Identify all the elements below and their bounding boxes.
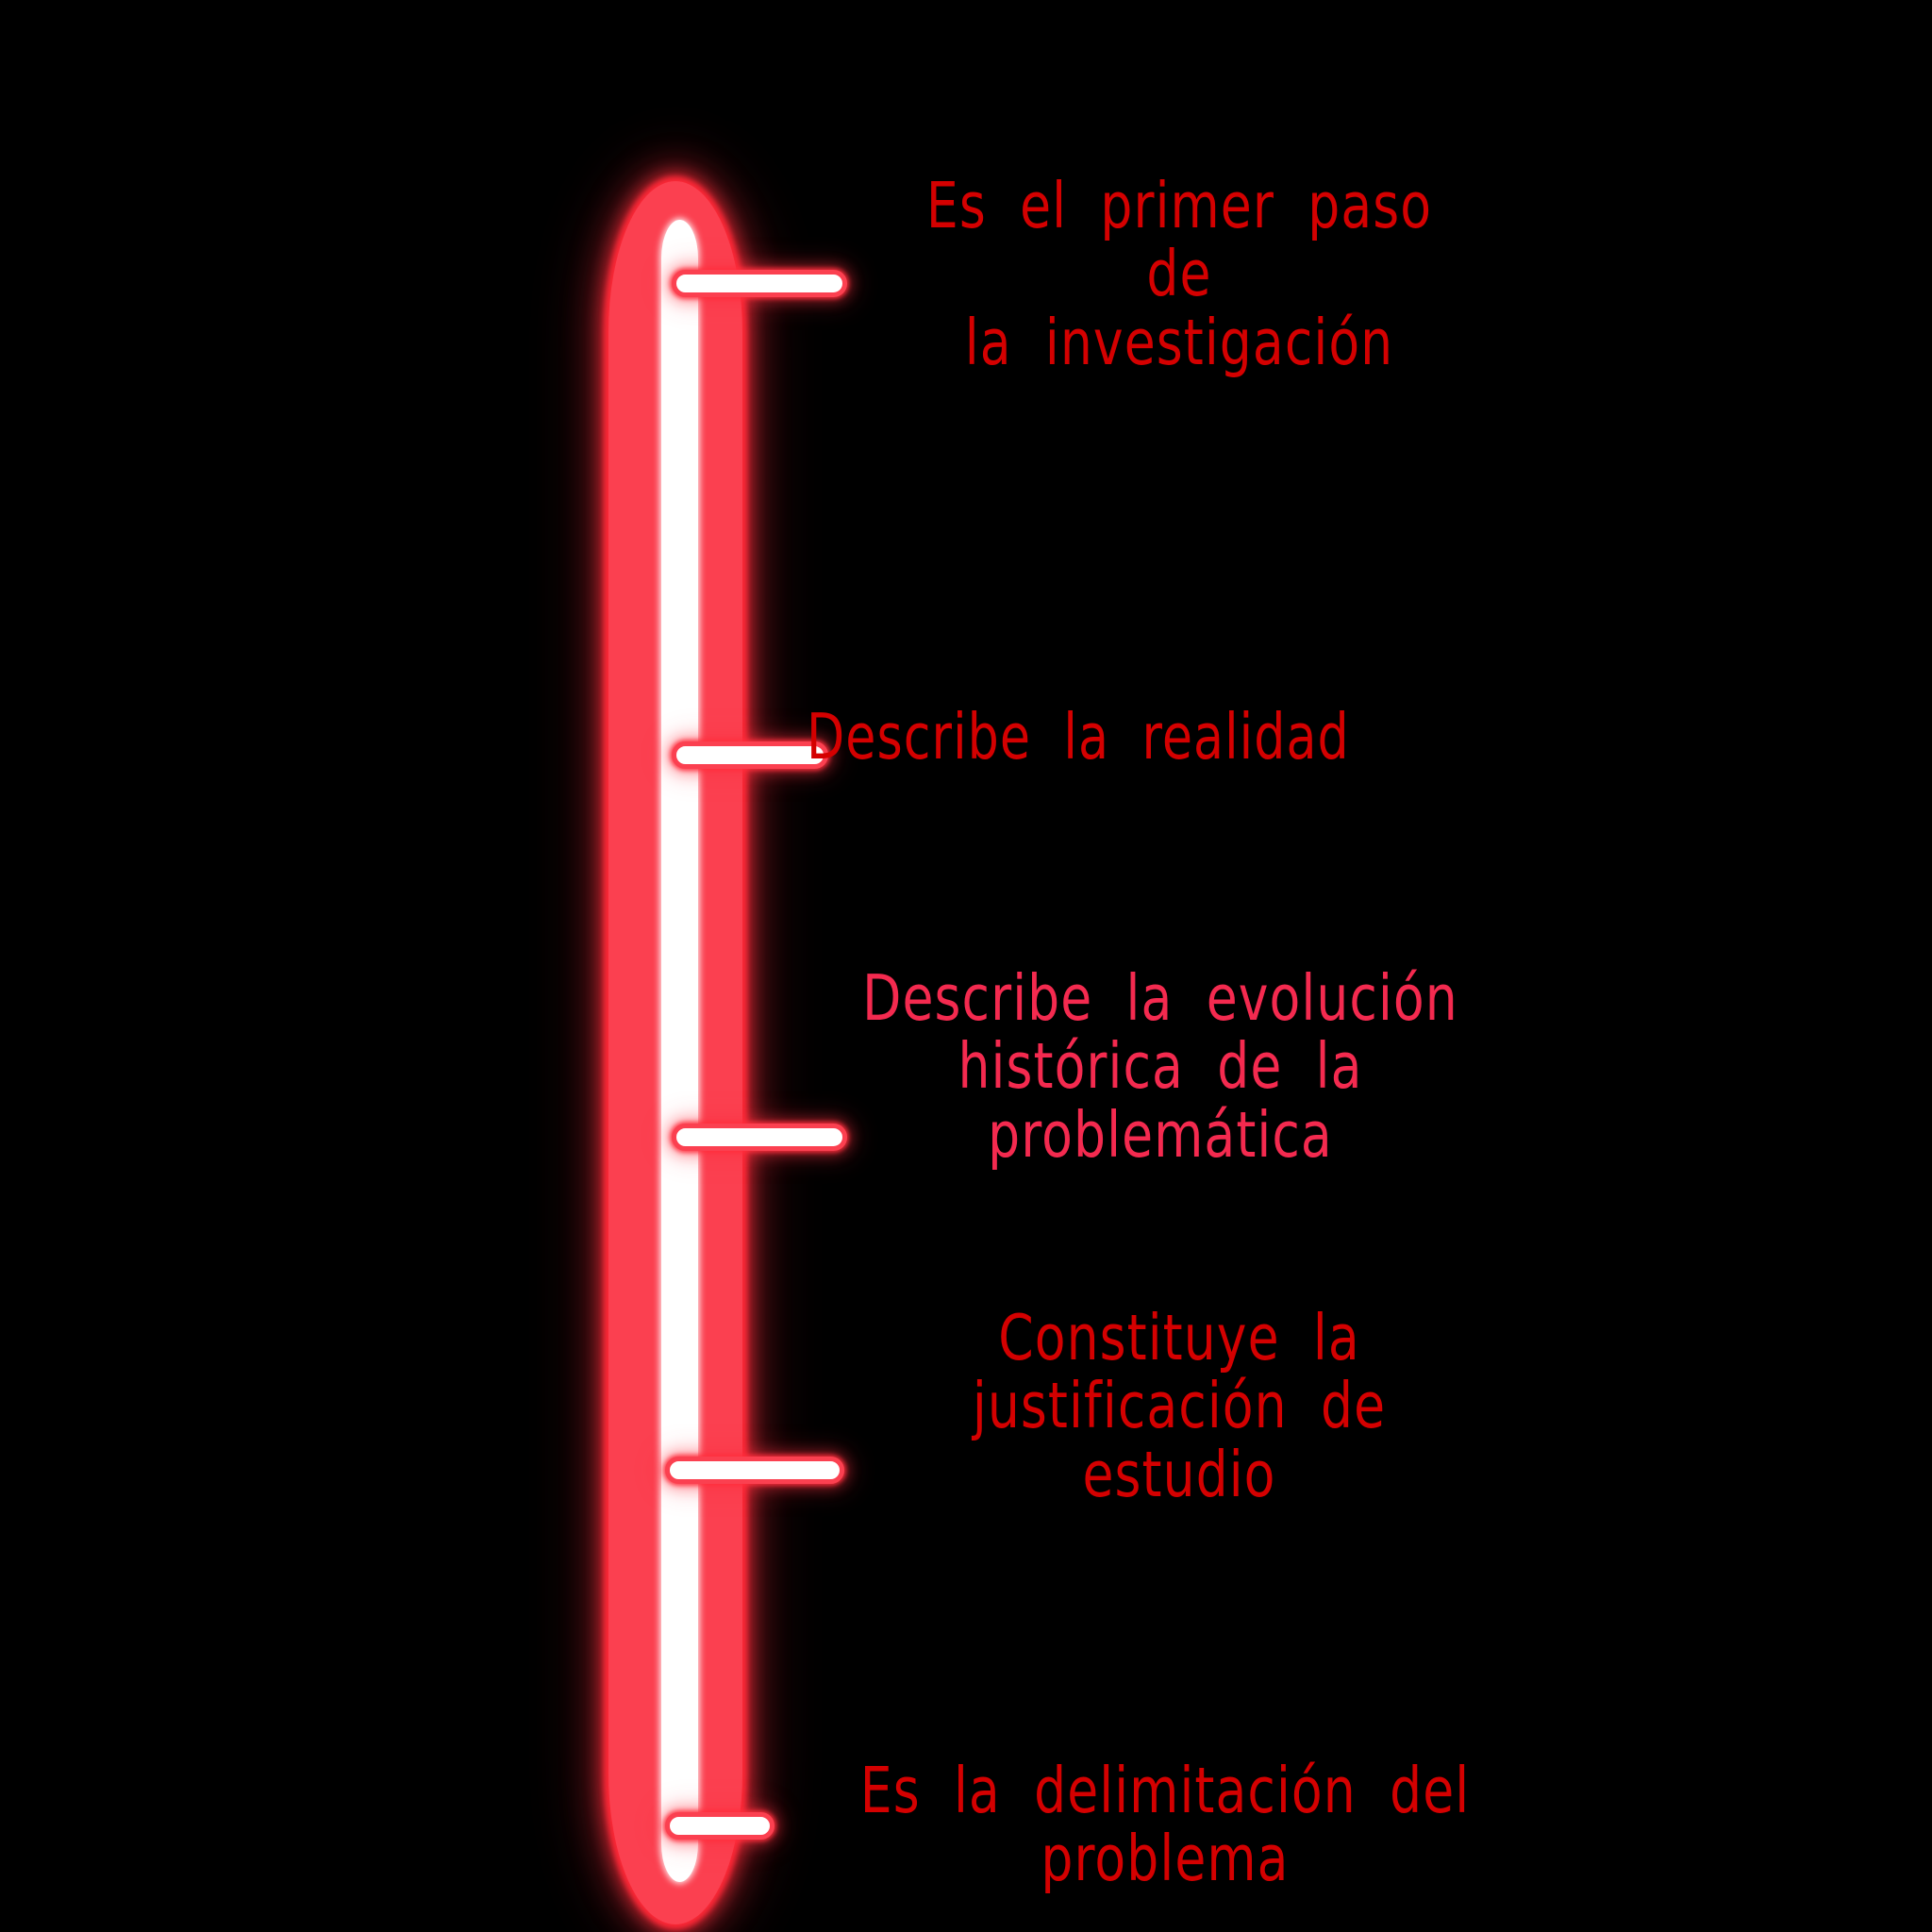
item-label-4: Constituye la justificación de estudio bbox=[972, 1301, 1387, 1511]
connector-line-4 bbox=[665, 1457, 844, 1484]
vertical-spine bbox=[608, 181, 742, 1924]
connector-line-5 bbox=[665, 1812, 774, 1840]
item-label-5: Es la delimitación del problema bbox=[859, 1754, 1471, 1896]
item-label-3: Describe la evolución histórica de la pr… bbox=[862, 961, 1458, 1172]
connector-line-2 bbox=[672, 741, 828, 769]
item-label-2: Describe la realidad bbox=[807, 700, 1350, 774]
item-label-1: Es el primer paso de la investigación bbox=[925, 169, 1433, 379]
connector-line-1 bbox=[672, 270, 847, 297]
connector-line-3 bbox=[672, 1124, 847, 1151]
spine-inner-bar bbox=[661, 220, 698, 1882]
